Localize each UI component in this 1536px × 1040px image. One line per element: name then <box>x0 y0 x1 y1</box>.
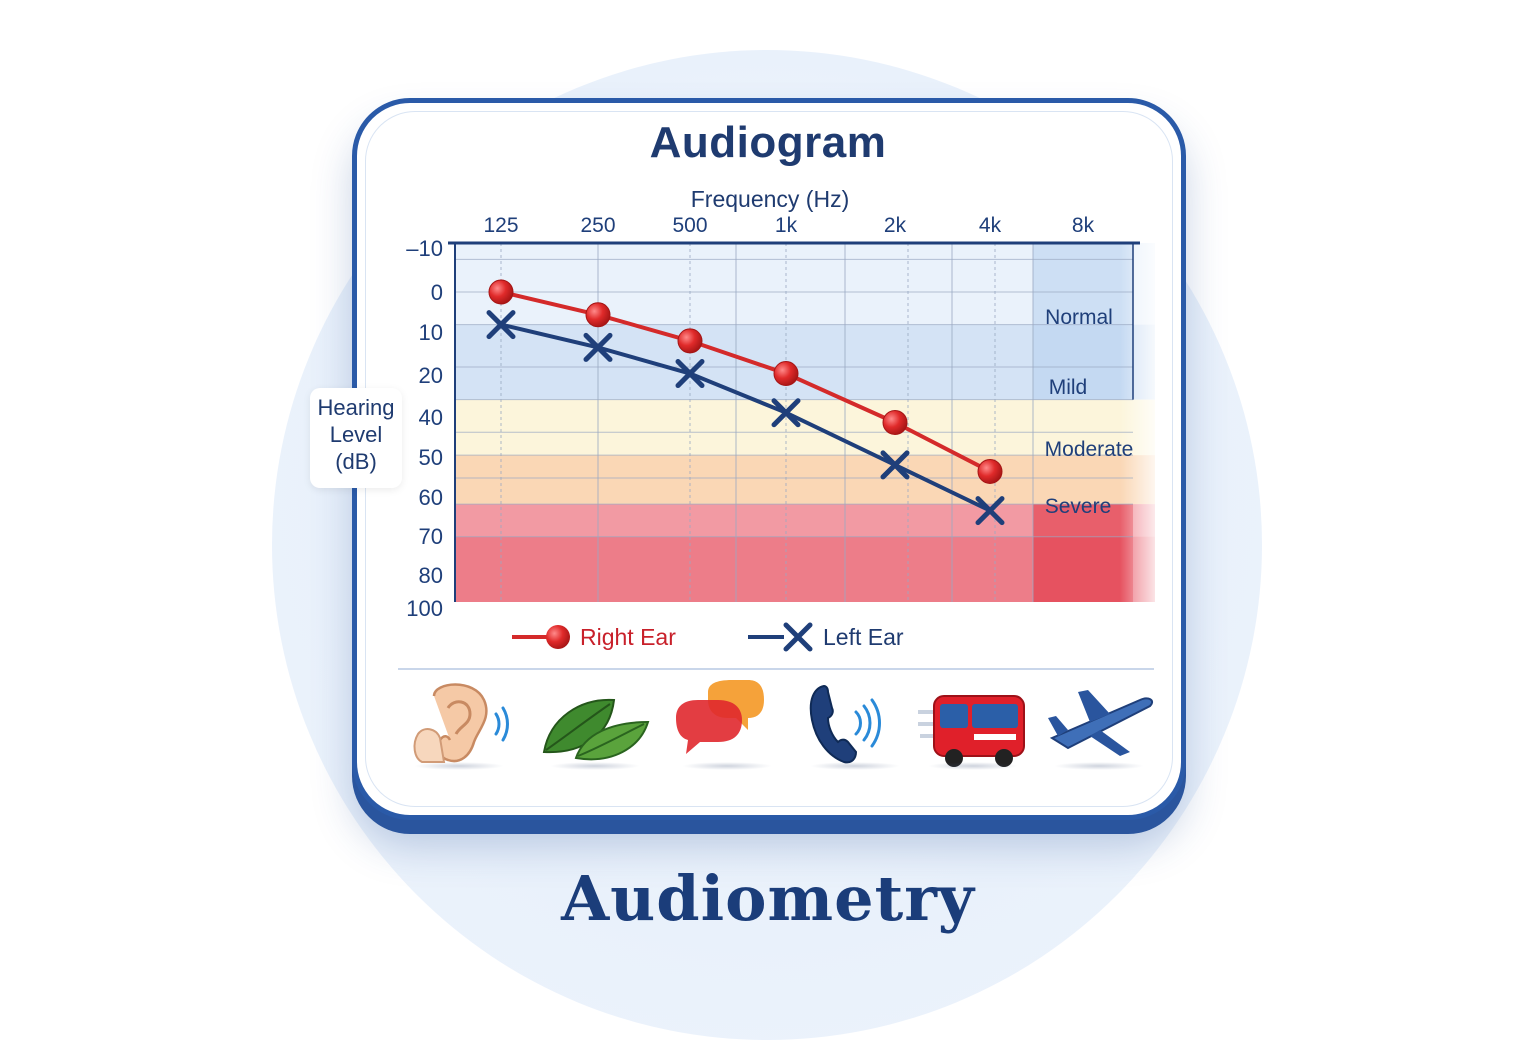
y-axis-label-line-1: Hearing <box>317 395 395 420</box>
left-ear-point <box>975 496 1005 526</box>
y-axis-label-line-3: (dB) <box>335 449 377 474</box>
right-ear-point <box>977 458 1003 484</box>
right-ear-point <box>882 410 908 435</box>
right-ear-point <box>773 361 799 387</box>
right-ear-point <box>488 279 514 305</box>
label-column-tint <box>1033 243 1133 400</box>
right-ear-line <box>500 290 991 474</box>
band-label-normal: Normal <box>1045 306 1113 329</box>
severity-bands <box>455 243 1160 602</box>
y-tick-label: 0 <box>431 280 443 305</box>
legend-left-ear-marker <box>783 622 813 652</box>
x-tick-label: 2k <box>884 214 907 237</box>
label-column-severe-tint <box>1033 504 1133 602</box>
bus-icon <box>914 678 1028 774</box>
x-tick-label: 500 <box>672 214 707 237</box>
chart-axes <box>448 241 1140 602</box>
chart-edge-fade <box>1120 243 1160 602</box>
left-ear-point <box>675 359 705 389</box>
x-tick-label: 1k <box>775 214 798 237</box>
left-ear-point <box>486 310 516 340</box>
band-severe <box>455 455 1155 505</box>
chart-series <box>486 279 1005 526</box>
ear-icon <box>404 678 514 774</box>
band-label-severe: Severe <box>1045 495 1112 518</box>
y-tick-label: 60 <box>419 485 443 510</box>
footer-title: Audiometry <box>561 862 975 935</box>
y-tick-label: 80 <box>419 563 443 588</box>
left-ear-point <box>771 398 801 428</box>
y-tick-label: –10 <box>406 236 443 261</box>
chart-title: Audiogram <box>649 118 887 167</box>
airplane-icon <box>1044 678 1154 774</box>
x-axis-label: Frequency (Hz) <box>690 186 850 212</box>
y-tick-label: 40 <box>419 405 443 430</box>
left-ear-line <box>500 322 991 513</box>
x-tick-label: 250 <box>580 214 615 237</box>
legend-right-ear-label: Right Ear <box>580 624 676 650</box>
chart-legend: Right Ear Left Ear <box>512 622 904 652</box>
x-tick-label: 125 <box>483 214 518 237</box>
legend-left-ear-label: Left Ear <box>823 624 904 650</box>
y-tick-label: 10 <box>419 320 443 345</box>
y-tick-label: 70 <box>419 524 443 549</box>
section-divider <box>398 668 1154 670</box>
y-tick-label: 100 <box>406 596 443 621</box>
x-tick-label: 4k <box>979 214 1002 237</box>
y-axis-label-line-2: Level <box>329 422 383 447</box>
right-ear-point <box>585 302 611 328</box>
band-labels: Normal Mild Moderate Severe <box>1045 306 1134 518</box>
legend-right-ear-marker <box>546 625 570 649</box>
phone-icon <box>800 678 910 774</box>
tick-labels: 125 250 500 1k 2k 4k 8k –10 0 10 20 40 50 60 70 80 100 <box>406 214 1094 621</box>
y-tick-label: 20 <box>419 363 443 388</box>
y-axis-label: Hearing Level (dB) <box>310 388 402 488</box>
x-tick-label: 8k <box>1072 214 1095 237</box>
left-ear-point <box>880 450 910 480</box>
right-ear-point <box>677 328 703 354</box>
band-moderate <box>455 399 1155 456</box>
speech-bubbles-icon <box>672 678 782 774</box>
band-label-moderate: Moderate <box>1045 438 1134 461</box>
chart-grid <box>455 243 1133 602</box>
y-tick-label: 50 <box>419 445 443 470</box>
left-ear-point <box>583 332 613 362</box>
band-label-mild: Mild <box>1049 376 1088 399</box>
leaves-icon <box>540 678 650 774</box>
